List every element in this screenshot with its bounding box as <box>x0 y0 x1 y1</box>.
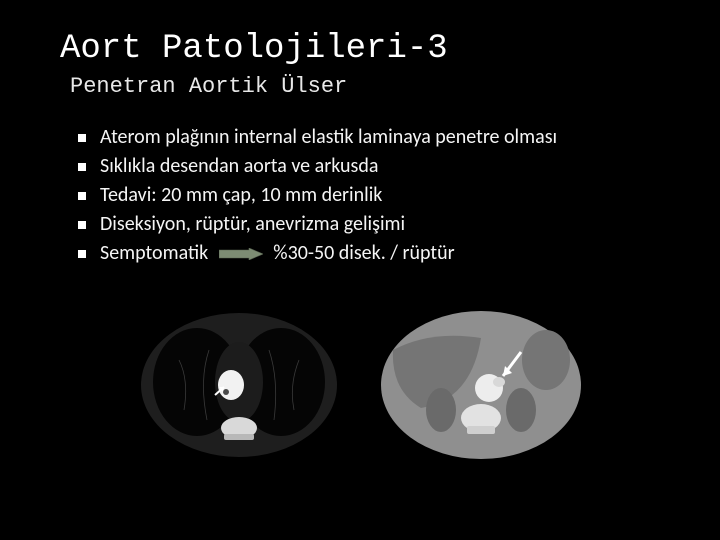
bullet-item: Diseksiyon, rüptür, anevrizma gelişimi <box>78 210 660 239</box>
aorta <box>218 370 244 400</box>
slide-title: Aort Patolojileri-3 <box>60 30 660 68</box>
slide: Aort Patolojileri-3 Penetran Aortik Ülse… <box>0 0 720 540</box>
ulcer-spot <box>223 389 229 395</box>
spleen <box>522 330 570 390</box>
ct-thorax-image <box>129 290 349 470</box>
ct-abdomen-svg <box>371 290 591 470</box>
spinous <box>224 434 254 440</box>
arrow-right-icon <box>219 248 263 260</box>
bullet-list: Aterom plağının internal elastik laminay… <box>60 123 660 268</box>
bullet-item: Tedavi: 20 mm çap, 10 mm derinlik <box>78 181 660 210</box>
slide-subtitle: Penetran Aortik Ülser <box>60 74 660 99</box>
bullet-item-arrow: Semptomatik %30-50 disek. / rüptür <box>78 239 660 268</box>
kidney-left <box>426 388 456 432</box>
kidney-right <box>506 388 536 432</box>
ct-thorax-svg <box>129 290 349 470</box>
bullet-arrow-after: %30-50 disek. / rüptür <box>273 241 454 265</box>
ulcer-bulge <box>493 377 505 387</box>
ct-abdomen-image <box>371 290 591 470</box>
bullet-item: Aterom plağının internal elastik laminay… <box>78 123 660 152</box>
bullet-arrow-before: Semptomatik <box>100 241 208 265</box>
spinous <box>467 426 495 434</box>
image-row <box>60 290 660 470</box>
bullet-item: Sıklıkla desendan aorta ve arkusda <box>78 152 660 181</box>
